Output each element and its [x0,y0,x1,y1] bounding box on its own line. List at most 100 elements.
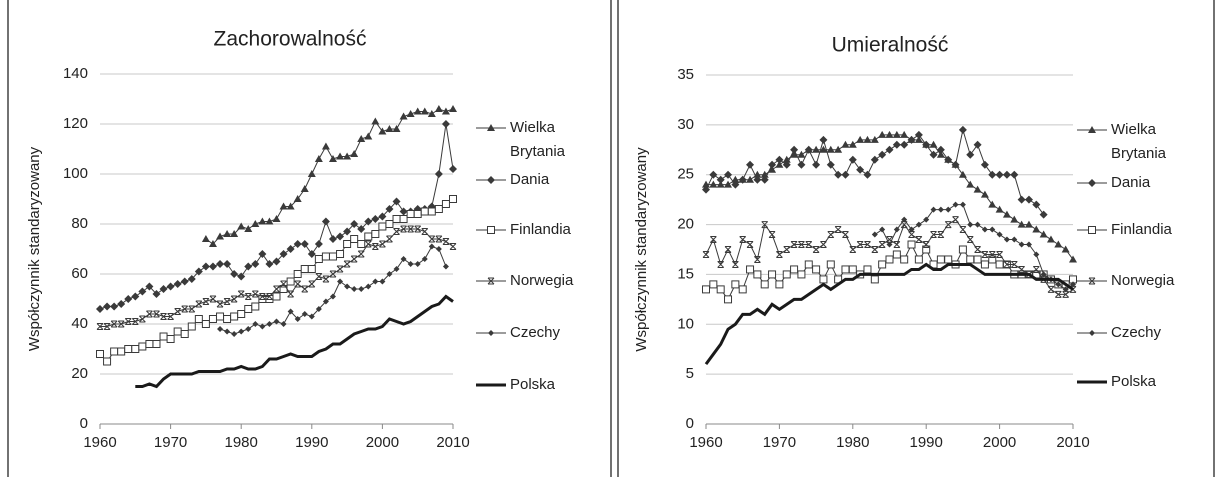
marker [724,295,733,304]
marker [343,240,352,248]
marker [863,265,872,274]
marker [385,125,394,132]
legend-label: Dania [510,171,550,188]
marker [790,150,799,158]
legend-label: Czechy [1111,324,1162,341]
marker [717,260,725,268]
marker [842,231,849,239]
marker [287,308,294,315]
marker [944,221,952,229]
marker [812,265,821,274]
marker [488,330,494,336]
marker [434,105,443,112]
marker [258,250,267,258]
marker [407,225,414,233]
marker [237,272,246,281]
marker [856,165,865,174]
marker [863,170,872,179]
marker [1010,215,1019,223]
x-tick-label: 1980 [836,434,869,451]
marker [996,250,1003,258]
marker [259,293,266,300]
marker [798,241,805,249]
marker [266,293,273,300]
marker [237,310,246,318]
marker [273,285,280,293]
y-tick-label: 120 [63,115,88,132]
marker [152,290,161,298]
marker [449,165,457,173]
marker [702,185,710,194]
marker [399,207,408,216]
marker [307,170,316,177]
marker [244,262,253,271]
marker [893,241,901,249]
marker [487,176,495,184]
marker [1010,170,1019,179]
marker [273,318,280,325]
marker [790,145,799,154]
marker [216,312,225,321]
marker [797,150,806,158]
marker [230,230,239,237]
marker [804,260,813,269]
marker [826,160,835,169]
y-tick-label: 100 [63,165,88,182]
marker [265,260,274,268]
marker [272,257,281,266]
marker [223,315,232,323]
marker [293,240,302,248]
marker [124,295,133,303]
legend-label: Finlandia [510,221,571,238]
marker [731,280,740,289]
marker [856,135,865,143]
marker [952,216,959,224]
marker [322,275,330,283]
marker [414,225,422,233]
marker [900,221,908,229]
marker [893,226,900,233]
marker [259,323,266,330]
marker [329,293,336,300]
marker [223,230,232,237]
marker [180,330,189,338]
marker [378,212,387,221]
marker [958,125,967,134]
marker [761,221,769,229]
marker [328,252,337,261]
marker [272,215,281,222]
marker [315,273,323,280]
marker [251,290,259,298]
marker [159,285,168,293]
marker [907,135,916,144]
marker [944,155,953,164]
marker [746,241,754,249]
marker [974,221,981,228]
marker [886,236,893,244]
marker [294,316,301,322]
marker [399,112,408,120]
marker [406,210,415,218]
marker [988,200,997,208]
marker [871,246,879,253]
marker [202,298,210,305]
marker [849,246,857,253]
marker [966,150,975,159]
marker [716,285,725,294]
marker [739,236,747,244]
marker [900,140,909,149]
marker [124,318,132,325]
marker [428,243,435,250]
marker [103,302,112,311]
marker [272,292,281,301]
legend-label: Dania [1111,174,1151,191]
marker [487,124,495,131]
marker [980,260,989,269]
marker [300,240,309,248]
marker [878,241,886,249]
chart-title: Umieralność [832,34,949,57]
marker [980,160,989,169]
marker [1055,281,1062,288]
marker [166,282,175,291]
marker [790,241,798,249]
